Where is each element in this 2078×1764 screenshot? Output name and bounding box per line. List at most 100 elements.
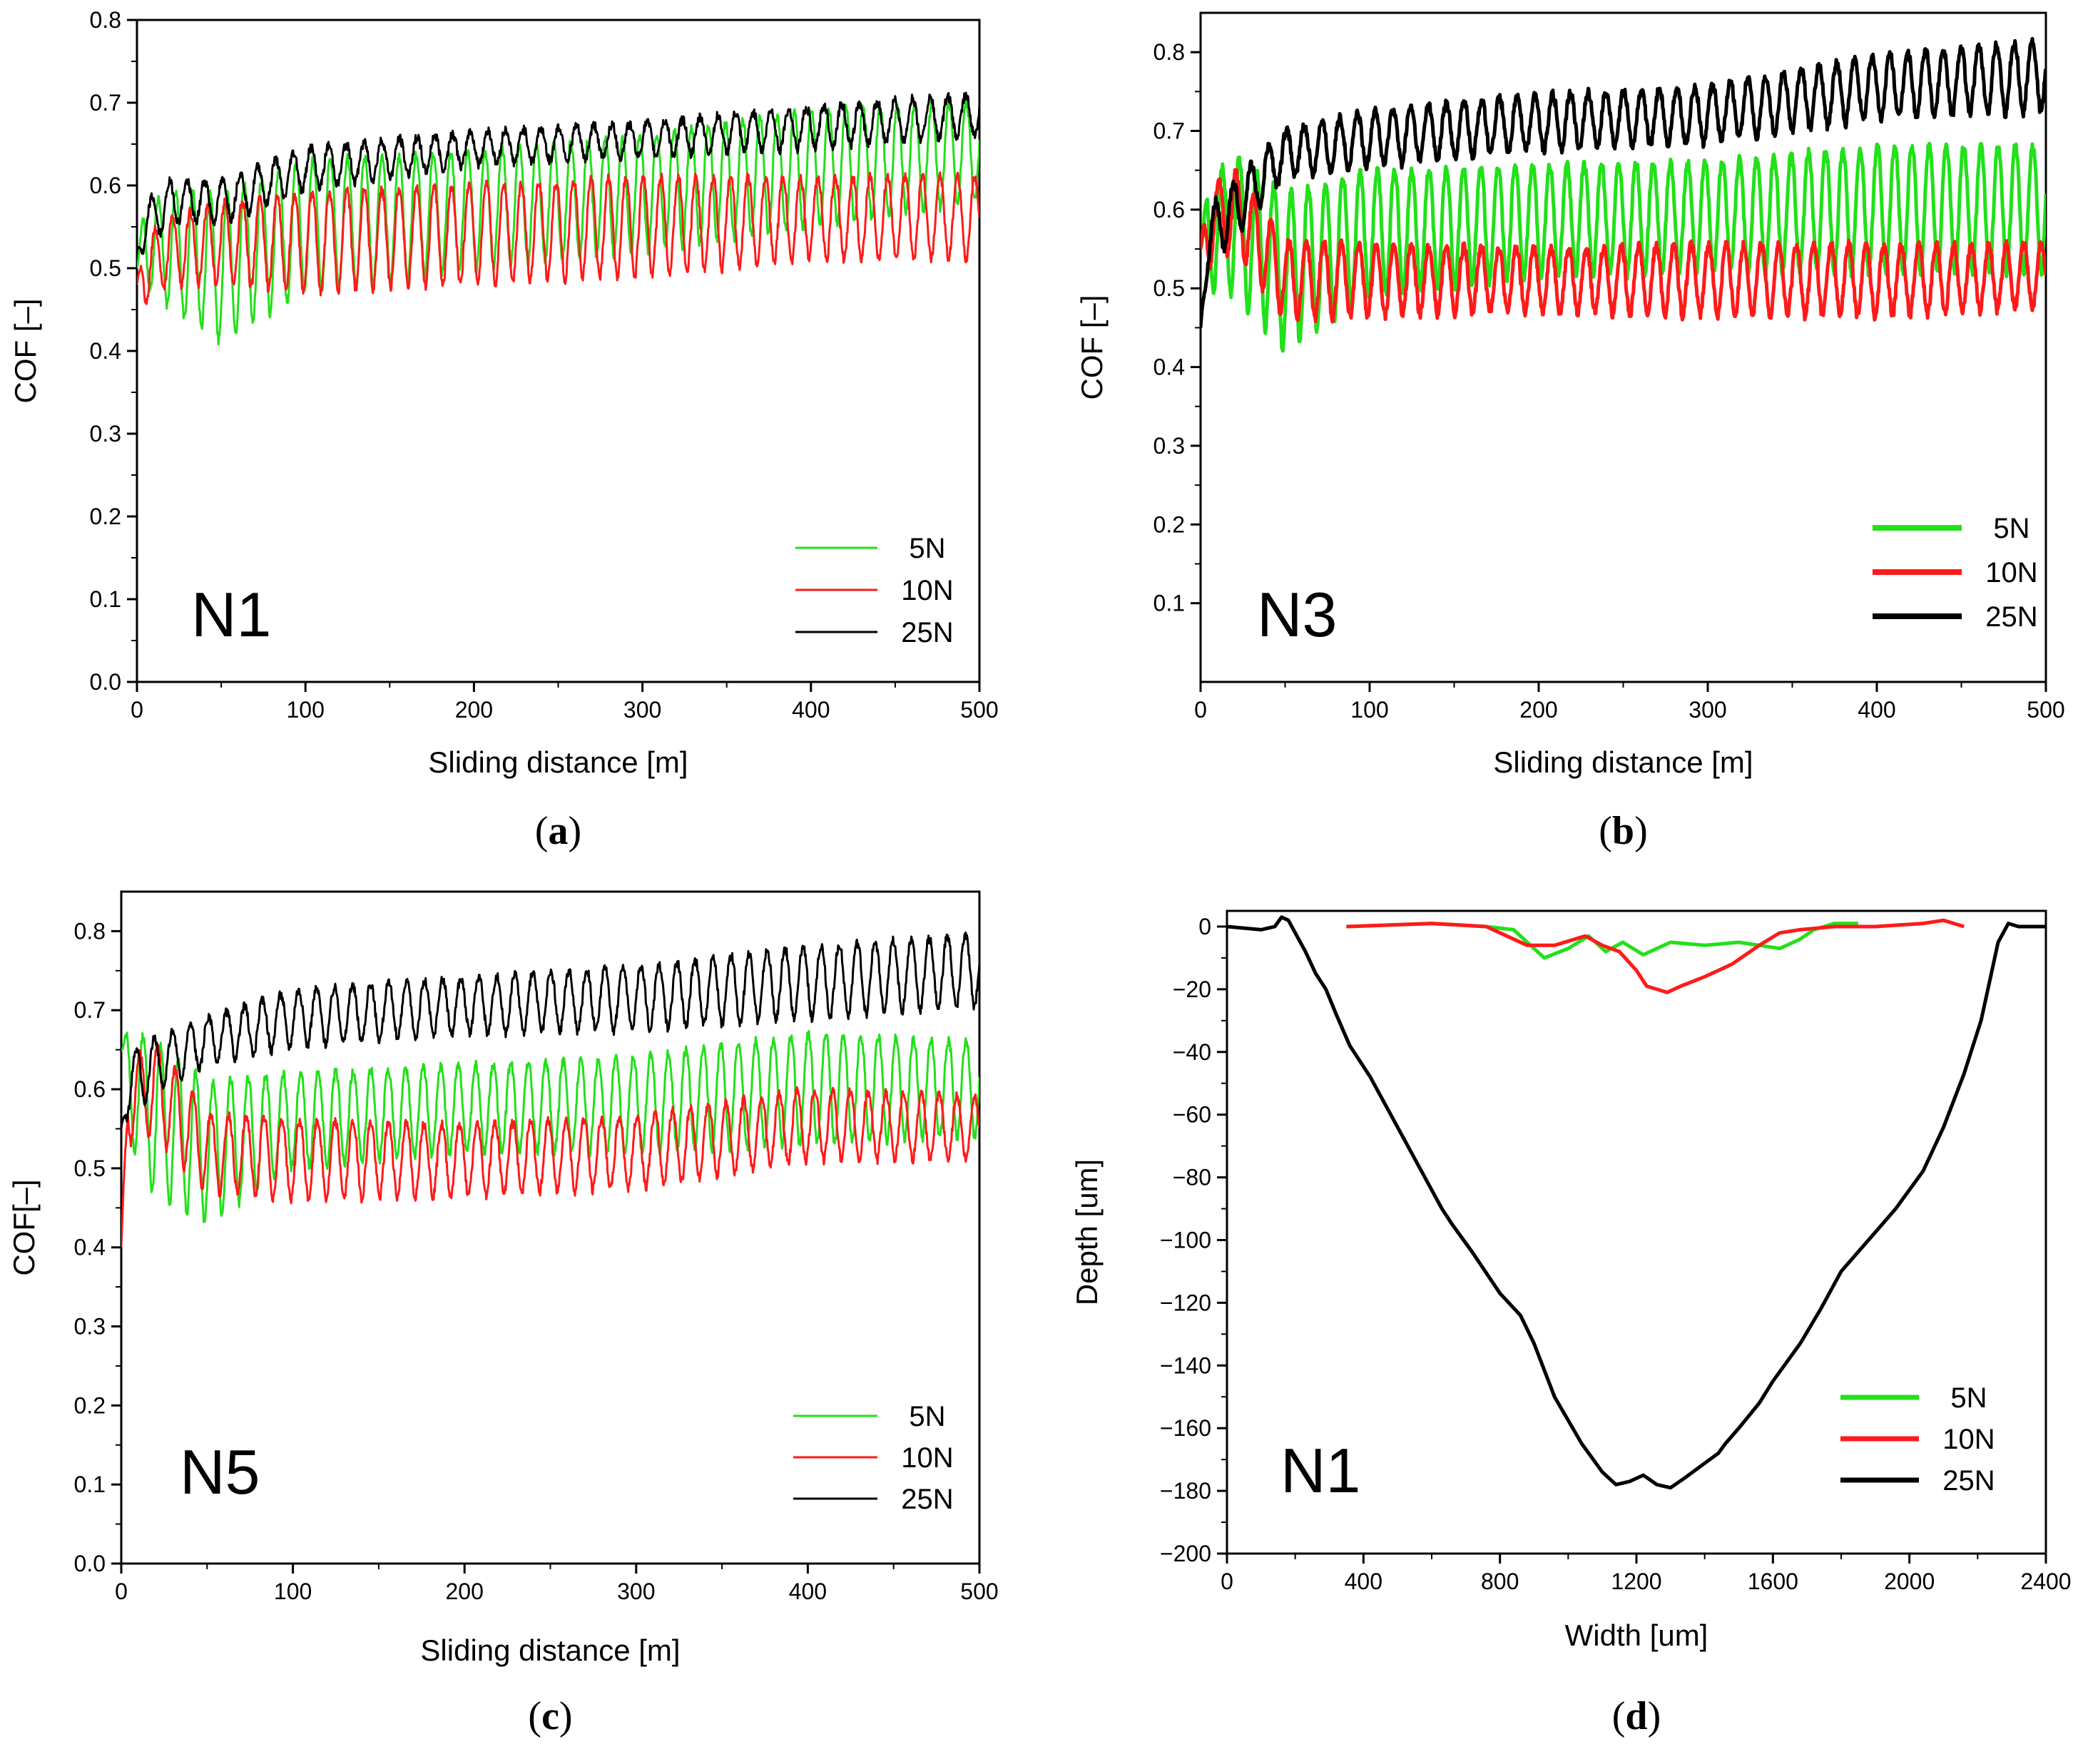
x-tick-label: 100 xyxy=(287,697,325,723)
x-tick-label: 500 xyxy=(960,697,998,723)
caption-close: ) xyxy=(569,809,582,853)
x-tick-label: 100 xyxy=(274,1579,312,1604)
y-tick-label: −60 xyxy=(1173,1102,1211,1128)
caption-letter: b xyxy=(1612,809,1634,853)
x-tick-label: 300 xyxy=(1689,697,1726,723)
panel-annotation: N1 xyxy=(1280,1435,1361,1506)
y-tick-label: 0.2 xyxy=(90,504,121,529)
legend-label: 5N xyxy=(909,533,945,564)
y-axis-title: COF [–] xyxy=(1075,295,1109,399)
x-tick-label: 0 xyxy=(131,697,143,723)
y-tick-label: 0.6 xyxy=(1153,197,1185,223)
panel-c: 0 100 200 300 400 500 0.0 0.1 0.2 0.3 0.4 0.5 0.6 0.7… xyxy=(7,890,999,1738)
caption-letter: c xyxy=(541,1694,559,1738)
series-line-25N xyxy=(1201,36,2046,328)
panel-d: 0 400 800 1200 1600 2000 2400 0 −20 −40 −60 −80 −100… xyxy=(1070,909,2072,1738)
legend-label: 25N xyxy=(1942,1465,1995,1497)
x-tick-label: 0 xyxy=(1194,697,1207,723)
y-tick-label: 0.6 xyxy=(74,1076,106,1102)
y-tick-label: 0.3 xyxy=(1153,433,1185,459)
y-axis-title: Depth [um] xyxy=(1070,1159,1104,1305)
panel-caption: (a) xyxy=(535,809,581,853)
y-tick-label: −140 xyxy=(1160,1352,1211,1378)
panel-annotation: N3 xyxy=(1257,579,1338,650)
y-tick-label: −200 xyxy=(1160,1541,1211,1566)
caption-open: ( xyxy=(1599,809,1612,853)
x-axis-title: Width [um] xyxy=(1565,1618,1708,1652)
y-axis-title: COF[–] xyxy=(7,1179,41,1275)
legend-label: 10N xyxy=(1942,1424,1995,1455)
y-tick-label: −180 xyxy=(1160,1478,1211,1504)
caption-open: ( xyxy=(1612,1694,1626,1738)
legend-label: 25N xyxy=(1985,601,2037,633)
panel-caption: (d) xyxy=(1612,1694,1661,1738)
caption-letter: a xyxy=(549,809,569,853)
y-tick-label: 0.0 xyxy=(74,1551,106,1576)
panel-b: 0 100 200 300 400 500 0.1 0.2 0.3 0.4 0.5 0.6 0.7 0.8… xyxy=(1075,11,2065,853)
y-tick-label: 0.6 xyxy=(90,173,121,198)
panel-caption: (b) xyxy=(1599,809,1647,853)
legend-label: 5N xyxy=(1950,1382,1987,1414)
x-axis-title: Sliding distance [m] xyxy=(1493,745,1753,779)
y-tick-label: 0.7 xyxy=(1153,118,1185,144)
y-tick-label: 0 xyxy=(1198,914,1211,939)
y-tick-label: 0.4 xyxy=(1153,355,1185,380)
legend-label: 25N xyxy=(901,617,953,648)
x-tick-label: 200 xyxy=(455,697,493,723)
y-tick-label: −20 xyxy=(1173,977,1211,1002)
series-line-25N xyxy=(137,91,979,255)
y-tick-label: 0.1 xyxy=(90,586,121,612)
y-tick-label: 0.8 xyxy=(74,918,106,944)
x-tick-label: 400 xyxy=(1858,697,1895,723)
caption-open: ( xyxy=(528,1694,541,1738)
y-axis-title: COF [–] xyxy=(9,298,42,403)
x-tick-label: 800 xyxy=(1481,1569,1519,1594)
series-line-10N xyxy=(1201,168,2046,324)
legend-label: 10N xyxy=(901,1442,953,1474)
y-tick-label: 0.2 xyxy=(1153,511,1185,537)
panel-a: 0 100 200 300 400 500 0.0 0.1 0.2 0.3 0.4 0.5 0.6 0.7… xyxy=(9,7,999,853)
caption-close: ) xyxy=(1634,809,1648,853)
x-tick-label: 400 xyxy=(1345,1569,1382,1594)
x-tick-label: 400 xyxy=(792,697,830,723)
y-tick-label: 0.0 xyxy=(90,669,121,695)
caption-open: ( xyxy=(535,809,549,853)
series-line-10N xyxy=(121,1042,979,1248)
x-tick-label: 2400 xyxy=(2020,1569,2071,1594)
x-tick-label: 500 xyxy=(2027,697,2064,723)
x-tick-label: 400 xyxy=(789,1579,827,1604)
y-tick-label: 0.2 xyxy=(74,1392,106,1418)
x-tick-label: 0 xyxy=(115,1579,128,1604)
y-tick-label: −40 xyxy=(1173,1039,1211,1065)
y-tick-label: 0.5 xyxy=(74,1156,106,1181)
series-line-25N xyxy=(1227,915,2046,1490)
x-tick-label: 2000 xyxy=(1884,1569,1935,1594)
y-tick-label: 0.3 xyxy=(90,421,121,447)
legend-label: 10N xyxy=(901,575,953,606)
series-line-25N xyxy=(121,932,979,1129)
y-tick-label: 0.4 xyxy=(90,338,121,364)
y-tick-label: −100 xyxy=(1160,1227,1211,1253)
y-tick-label: 0.8 xyxy=(90,7,121,33)
panel-annotation: N1 xyxy=(191,579,272,650)
x-tick-label: 500 xyxy=(960,1579,998,1604)
x-tick-label: 200 xyxy=(446,1579,484,1604)
y-tick-label: 0.7 xyxy=(74,997,106,1023)
y-tick-label: 0.8 xyxy=(1153,39,1185,65)
series-line-10N xyxy=(137,171,979,305)
panel-caption: (c) xyxy=(528,1694,572,1738)
x-axis-title: Sliding distance [m] xyxy=(420,1633,680,1667)
caption-close: ) xyxy=(559,1694,573,1738)
series-line-5N xyxy=(121,1029,979,1223)
x-tick-label: 0 xyxy=(1221,1569,1233,1594)
y-tick-label: 0.1 xyxy=(1153,591,1185,616)
legend-label: 5N xyxy=(909,1401,945,1432)
x-tick-label: 1600 xyxy=(1748,1569,1798,1594)
x-tick-label: 1200 xyxy=(1611,1569,1661,1594)
x-axis-title: Sliding distance [m] xyxy=(428,745,688,779)
x-tick-label: 300 xyxy=(623,697,661,723)
y-tick-label: −120 xyxy=(1160,1290,1211,1315)
x-tick-label: 300 xyxy=(617,1579,655,1604)
caption-close: ) xyxy=(1648,1694,1661,1738)
